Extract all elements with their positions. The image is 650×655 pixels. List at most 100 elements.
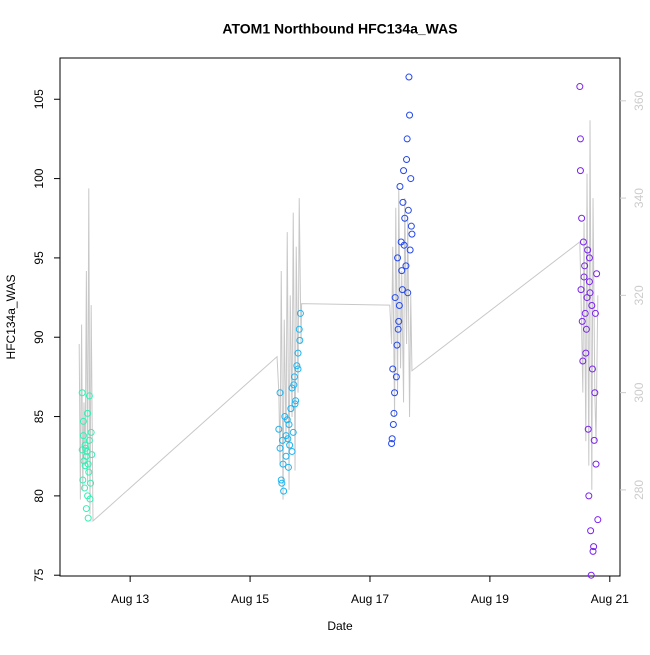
point (576, 83, 584, 91)
point (286, 441, 294, 449)
x-tick-label: Aug 21 (591, 592, 629, 606)
point (278, 479, 286, 487)
point (85, 436, 93, 444)
point (388, 435, 396, 443)
point (78, 389, 86, 397)
y-tick-label: 85 (32, 410, 46, 424)
x-axis-label: Date (327, 619, 353, 633)
point (279, 460, 287, 468)
point (81, 462, 89, 470)
point (403, 135, 411, 143)
point (277, 476, 285, 484)
point (581, 309, 589, 317)
y2-tick-label: 360 (632, 90, 646, 110)
point (292, 397, 300, 405)
point (407, 222, 415, 230)
point (290, 381, 298, 389)
point (588, 301, 596, 309)
point (406, 246, 414, 254)
point (582, 325, 590, 333)
point (586, 289, 594, 297)
point (395, 317, 403, 325)
point (296, 309, 304, 317)
point (82, 444, 90, 452)
point (289, 428, 297, 436)
y2-tick-label: 300 (632, 382, 646, 402)
point (579, 357, 587, 365)
point (576, 167, 584, 175)
point (295, 325, 303, 333)
point (398, 267, 406, 275)
point (590, 436, 598, 444)
point (393, 341, 401, 349)
point (83, 447, 91, 455)
point (577, 286, 585, 294)
point (406, 111, 414, 119)
point (402, 262, 410, 270)
point (389, 420, 397, 428)
point (593, 270, 601, 278)
point (588, 365, 596, 373)
point (584, 425, 592, 433)
point (392, 373, 400, 381)
point (84, 514, 92, 522)
point (401, 214, 409, 222)
point (284, 435, 292, 443)
x-tick-label: Aug 13 (111, 592, 149, 606)
point (288, 447, 296, 455)
point (589, 547, 597, 555)
point (79, 432, 87, 440)
point (79, 417, 87, 425)
y-tick-label: 80 (32, 489, 46, 503)
point (282, 452, 290, 460)
x-tick-label: Aug 19 (471, 592, 509, 606)
point (590, 543, 598, 551)
y-tick-label: 105 (32, 89, 46, 109)
point (391, 389, 399, 397)
point (580, 273, 588, 281)
point (408, 230, 416, 238)
point (294, 349, 302, 357)
point (389, 365, 397, 373)
point (591, 309, 599, 317)
point (394, 254, 402, 262)
point (578, 214, 586, 222)
point (290, 373, 298, 381)
point (285, 420, 293, 428)
plot-frame (59, 57, 621, 577)
point (276, 444, 284, 452)
point (394, 325, 402, 333)
point (587, 527, 595, 535)
point (582, 349, 590, 357)
point (581, 262, 589, 270)
point (592, 460, 600, 468)
point (584, 246, 592, 254)
point (78, 446, 86, 454)
point (404, 206, 412, 214)
point (405, 73, 413, 81)
point (293, 362, 301, 370)
point (388, 440, 396, 448)
y-tick-label: 75 (32, 568, 46, 582)
point (87, 428, 95, 436)
y2-tick-label: 320 (632, 285, 646, 305)
point (585, 492, 593, 500)
point (275, 425, 283, 433)
point (407, 175, 415, 183)
point (82, 505, 90, 513)
point (85, 392, 93, 400)
y-axis-label: HFC134a_WAS (4, 275, 18, 360)
point (87, 479, 95, 487)
point (404, 289, 412, 297)
x-tick-label: Aug 15 (231, 592, 269, 606)
chart-title: ATOM1 Northbound HFC134a_WAS (222, 21, 457, 37)
point (399, 198, 407, 206)
point (80, 457, 88, 465)
point (585, 278, 593, 286)
y-tick-label: 100 (32, 168, 46, 188)
point (594, 516, 602, 524)
x-tick-label: Aug 17 (351, 592, 389, 606)
point (79, 476, 87, 484)
point (578, 317, 586, 325)
